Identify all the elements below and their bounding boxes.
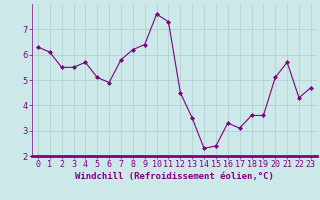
X-axis label: Windchill (Refroidissement éolien,°C): Windchill (Refroidissement éolien,°C) (75, 172, 274, 181)
